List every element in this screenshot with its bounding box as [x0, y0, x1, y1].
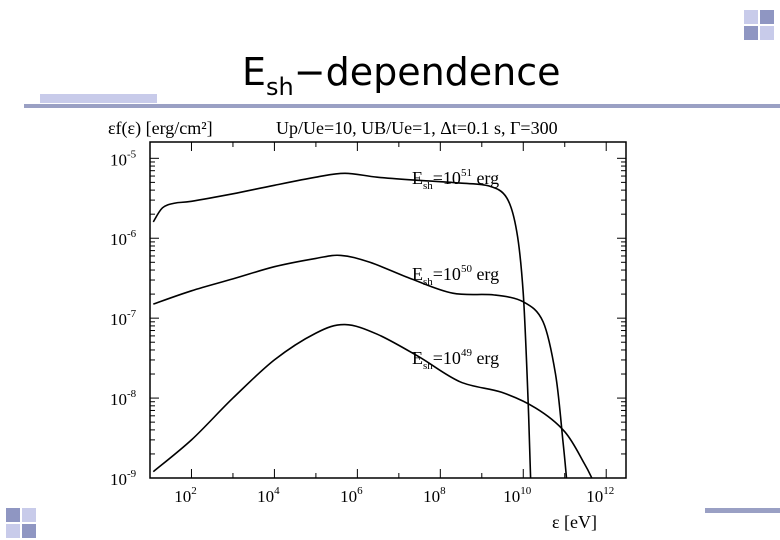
deco-square [760, 10, 774, 24]
x-tick-label: 104 [257, 485, 280, 506]
x-axis-label: ε [eV] [552, 512, 597, 532]
series-line-51 [152, 172, 532, 479]
series-line-50 [153, 254, 568, 479]
x-tick-label: 108 [423, 485, 446, 506]
deco-square [760, 26, 774, 40]
title-rest: −dependence [293, 50, 561, 94]
chart-params: Up/Ue=10, UB/Ue=1, Δt=0.1 s, Γ=300 [276, 118, 558, 138]
title-subscript: sh [266, 73, 294, 101]
title-main: E [242, 50, 267, 94]
x-tick-label: 1010 [503, 485, 532, 506]
deco-square [22, 524, 36, 538]
series-line-49 [152, 323, 593, 479]
slide-title: Esh−dependence [242, 50, 561, 101]
y-tick-label: 10-5 [110, 148, 137, 169]
y-axis-label: εf(ε) [erg/cm²] [108, 118, 213, 139]
series-label: Esh=1050 erg [412, 263, 499, 288]
deco-square [744, 10, 758, 24]
footer-accent-bar [705, 508, 780, 513]
deco-square [744, 26, 758, 40]
plot-frame [149, 141, 627, 479]
x-tick-label: 102 [174, 485, 197, 506]
y-tick-label: 10-6 [110, 228, 137, 249]
y-tick-label: 10-7 [110, 308, 137, 329]
deco-square [22, 508, 36, 522]
y-tick-label: 10-9 [110, 468, 137, 489]
deco-square [6, 508, 20, 522]
title-divider [24, 104, 780, 108]
series-label: Esh=1049 erg [412, 347, 499, 372]
y-tick-label: 10-8 [110, 388, 137, 409]
title-accent-bar [40, 94, 157, 103]
series-label: Esh=1051 erg [412, 167, 499, 192]
deco-square [6, 524, 20, 538]
x-tick-label: 1012 [586, 485, 614, 506]
x-tick-label: 106 [340, 485, 363, 506]
